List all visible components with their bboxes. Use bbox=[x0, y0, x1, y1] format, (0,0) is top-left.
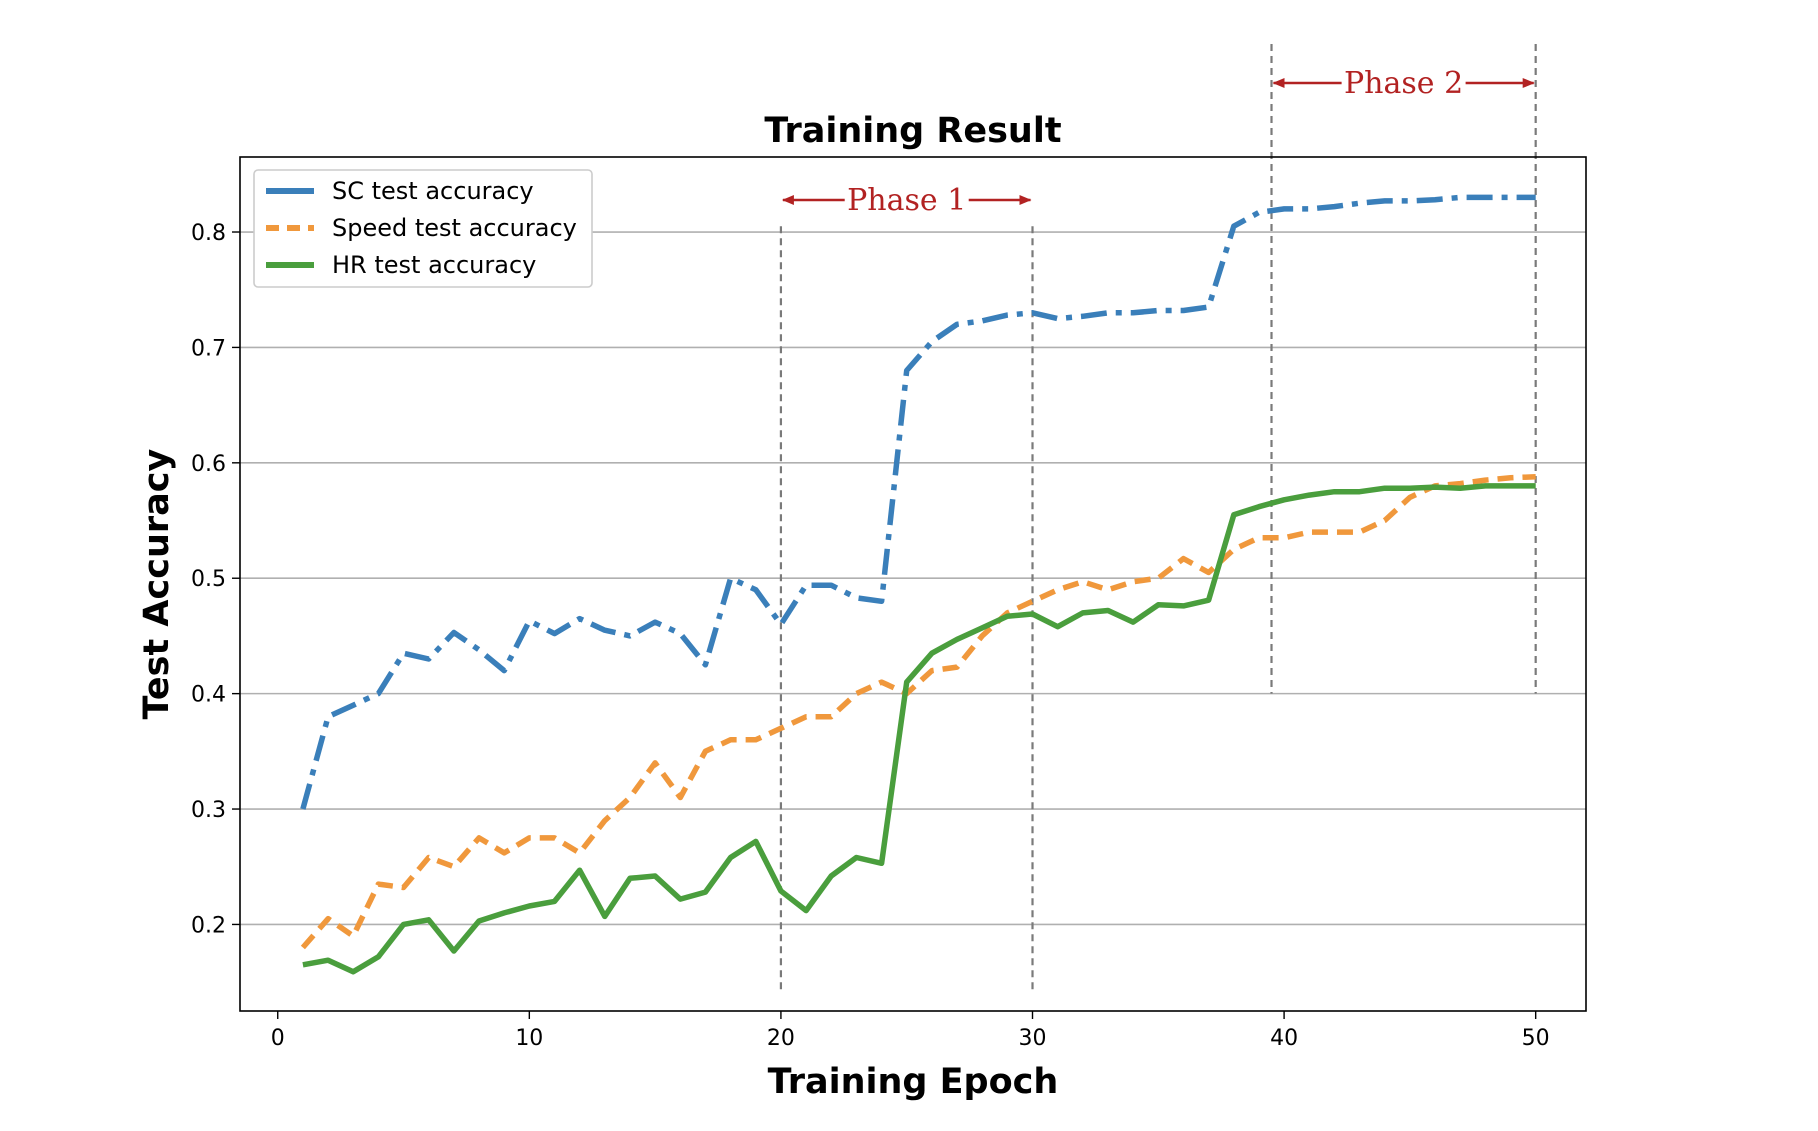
legend-label: SC test accuracy bbox=[332, 177, 534, 205]
x-tick-label: 20 bbox=[767, 1026, 795, 1051]
legend-label: Speed test accuracy bbox=[332, 214, 577, 242]
hr-series-line bbox=[302, 483, 1536, 975]
y-axis-label: Test Accuracy bbox=[137, 448, 177, 719]
x-tick-label: 40 bbox=[1270, 1026, 1298, 1051]
phase-label: Phase 1 bbox=[847, 183, 966, 218]
y-tick-label: 0.3 bbox=[191, 798, 226, 823]
y-tick-label: 0.5 bbox=[191, 567, 226, 592]
legend: SC test accuracy Speed test accuracy HR te… bbox=[253, 169, 593, 288]
x-axis-label: Training Epoch bbox=[768, 1062, 1059, 1102]
y-tick-label: 0.2 bbox=[191, 913, 226, 938]
tick-layer: 0 10 20 30 40 50 0.2 0.3 0.4 0.5 0.6 0.7 0.8 bbox=[191, 221, 1550, 1051]
legend-box bbox=[253, 169, 593, 288]
phase-label: Phase 2 bbox=[1344, 66, 1463, 101]
sc-series-line bbox=[300, 194, 1536, 810]
y-tick-label: 0.8 bbox=[191, 221, 226, 246]
y-tick-label: 0.7 bbox=[191, 336, 226, 361]
x-tick-label: 0 bbox=[271, 1026, 285, 1051]
series-layer bbox=[300, 194, 1536, 975]
y-tick-label: 0.6 bbox=[191, 452, 226, 477]
chart-title: Training Result bbox=[764, 111, 1061, 151]
y-tick-label: 0.4 bbox=[191, 683, 226, 708]
plot-frame bbox=[239, 156, 1587, 1012]
legend-label: HR test accuracy bbox=[332, 251, 536, 279]
x-tick-label: 10 bbox=[515, 1026, 543, 1051]
x-tick-label: 30 bbox=[1019, 1026, 1047, 1051]
x-tick-label: 50 bbox=[1522, 1026, 1550, 1051]
annotation-layer: Phase 1 Phase 2 bbox=[781, 66, 1535, 218]
phase-boundary-layer bbox=[779, 44, 1537, 994]
speed-series-line bbox=[300, 473, 1536, 950]
